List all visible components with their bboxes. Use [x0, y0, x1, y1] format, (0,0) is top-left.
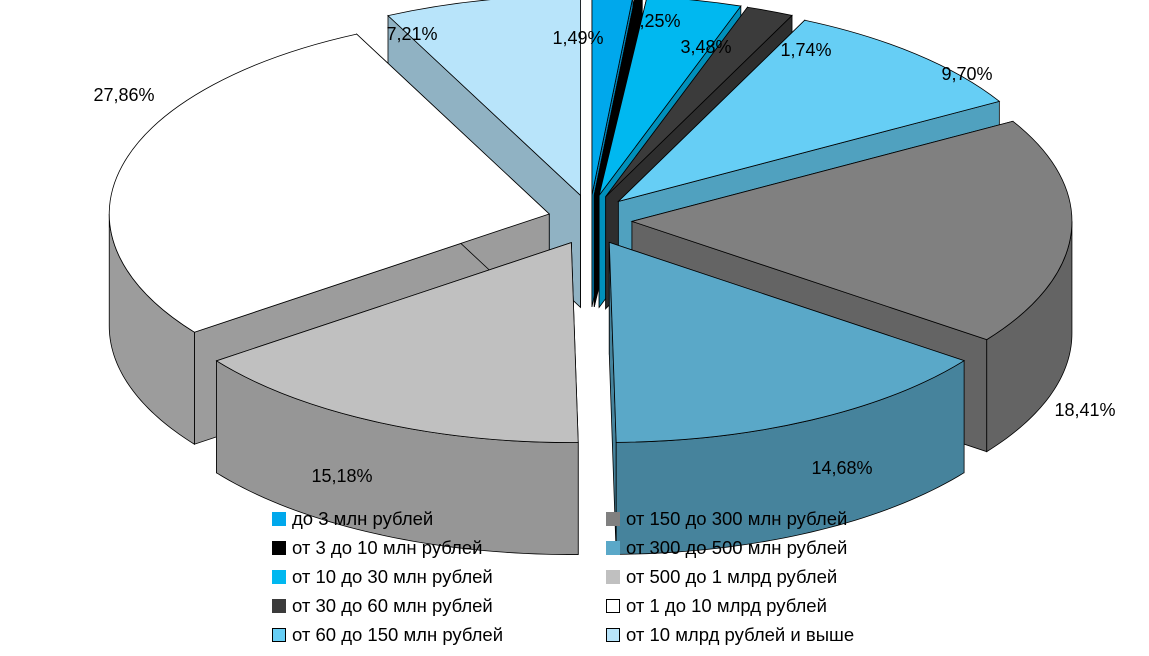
legend-label: от 150 до 300 млн рублей	[626, 508, 848, 529]
legend-label: от 500 до 1 млрд рублей	[626, 566, 838, 587]
legend-label: от 300 до 500 млн рублей	[626, 537, 848, 558]
legend-item: от 10 млрд рублей и выше	[606, 624, 854, 646]
legend: до 3 млн рублей от 3 до 10 млн рублей от 1…	[270, 508, 990, 656]
pie-slice	[608, 241, 966, 555]
legend-swatch	[606, 570, 620, 584]
legend-swatch	[272, 570, 286, 584]
value-label: 1,74%	[780, 40, 831, 60]
legend-label: от 1 до 10 млрд рублей	[626, 595, 827, 616]
value-label: 15,18%	[311, 466, 372, 486]
legend-swatch	[272, 628, 286, 642]
value-label: 7,21%	[386, 24, 437, 44]
legend-swatch	[272, 512, 286, 526]
value-label: 0,25%	[629, 11, 680, 31]
legend-item: до 3 млн рублей	[272, 508, 433, 530]
legend-item: от 30 до 60 млн рублей	[272, 595, 493, 617]
legend-swatch	[272, 599, 286, 613]
legend-swatch	[606, 628, 620, 642]
value-label: 27,86%	[93, 85, 154, 105]
pie-slices	[108, 0, 1073, 555]
legend-label: до 3 млн рублей	[292, 508, 434, 529]
value-labels: 1,49% 0,25%3,48% 1,74% 9,70% 18,41% 14,68% 15,…	[93, 11, 1115, 486]
legend-swatch	[606, 541, 620, 555]
legend-swatch	[606, 599, 620, 613]
legend-item: от 150 до 300 млн рублей	[606, 508, 847, 530]
legend-label: от 60 до 150 млн рублей	[292, 624, 504, 645]
value-label: 1,49%	[552, 28, 603, 48]
value-label: 9,70%	[941, 64, 992, 84]
legend-swatch	[272, 541, 286, 555]
legend-item: от 1 до 10 млрд рублей	[606, 595, 827, 617]
pie-slice	[215, 242, 579, 555]
legend-item: от 500 до 1 млрд рублей	[606, 566, 837, 588]
legend-label: от 3 до 10 млн рублей	[292, 537, 483, 558]
legend-item: от 300 до 500 млн рублей	[606, 537, 847, 559]
legend-swatch	[606, 512, 620, 526]
value-label: 14,68%	[811, 458, 872, 478]
legend-item: от 60 до 150 млн рублей	[272, 624, 503, 646]
legend-label: от 30 до 60 млн рублей	[292, 595, 493, 616]
legend-label: от 10 до 30 млн рублей	[292, 566, 493, 587]
legend-label: от 10 млрд рублей и выше	[626, 624, 855, 645]
legend-item: от 3 до 10 млн рублей	[272, 537, 482, 559]
legend-item: от 10 до 30 млн рублей	[272, 566, 493, 588]
value-label: 3,48%	[680, 37, 731, 57]
value-label: 18,41%	[1054, 400, 1115, 420]
